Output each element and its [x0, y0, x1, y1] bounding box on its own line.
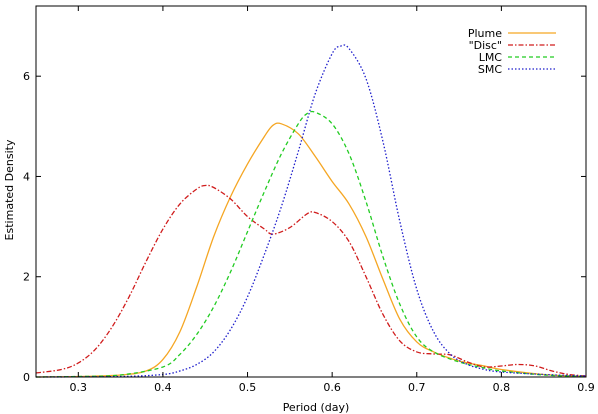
y-tick-label: 2 — [23, 271, 30, 284]
x-tick-label: 0.6 — [323, 381, 341, 394]
series-line-smc — [35, 44, 587, 378]
legend-label-plume: Plume — [468, 27, 502, 40]
series-line-lmc — [35, 110, 587, 378]
y-tick-label: 0 — [23, 371, 30, 384]
y-tick-label: 4 — [23, 170, 30, 183]
series-line-plume — [35, 122, 587, 378]
x-tick-label: 0.9 — [577, 381, 595, 394]
series-line-disc — [35, 184, 587, 377]
legend-label-disc: "Disc" — [469, 39, 502, 52]
y-tick-label: 6 — [23, 70, 30, 83]
y-axis-label: Estimated Density — [3, 139, 16, 240]
x-tick-label: 0.5 — [239, 381, 257, 394]
x-tick-label: 0.3 — [70, 381, 88, 394]
x-axis-label: Period (day) — [283, 401, 350, 414]
axes: 0.3 0.4 0.5 0.6 0.7 0.8 0.9 0 2 4 6 — [23, 5, 595, 394]
x-tick-label: 0.8 — [493, 381, 511, 394]
x-tick-label: 0.4 — [154, 381, 172, 394]
plot-frame — [35, 5, 587, 378]
legend-label-smc: SMC — [478, 63, 502, 76]
plot-area — [35, 44, 587, 378]
x-tick-label: 0.7 — [408, 381, 426, 394]
legend-label-lmc: LMC — [479, 51, 503, 64]
